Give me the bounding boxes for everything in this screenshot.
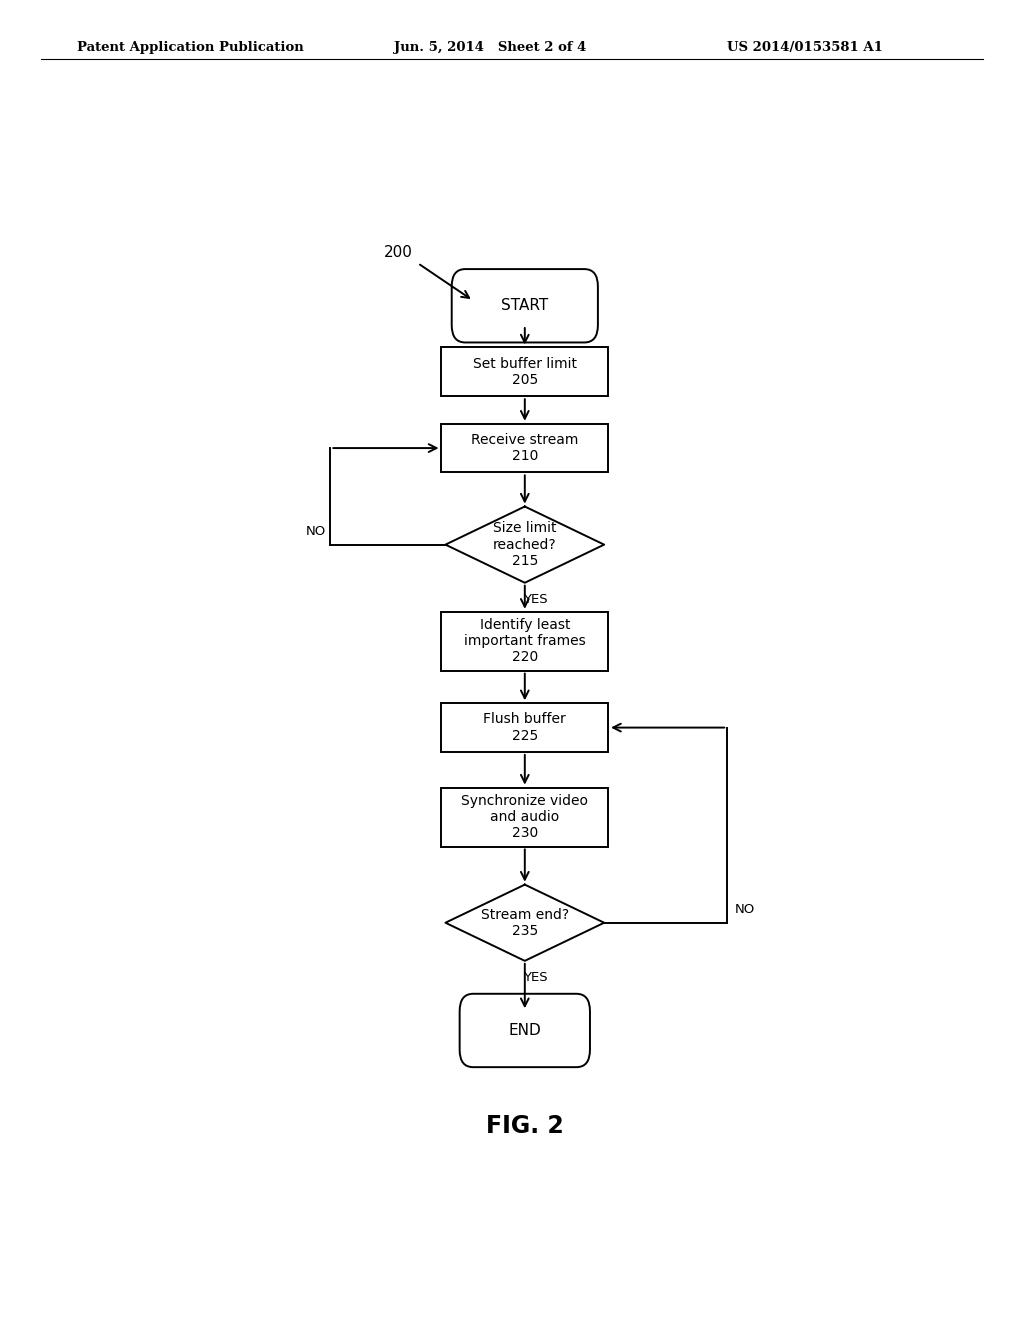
Bar	[441, 788, 608, 846]
Text: Patent Application Publication: Patent Application Publication	[77, 41, 303, 54]
Bar	[441, 347, 608, 396]
Polygon shape	[445, 884, 604, 961]
Text: Jun. 5, 2014   Sheet 2 of 4: Jun. 5, 2014 Sheet 2 of 4	[394, 41, 587, 54]
Text: YES: YES	[523, 970, 548, 983]
Text: NO: NO	[306, 525, 327, 539]
Text: 200: 200	[383, 246, 413, 260]
Text: Receive stream
210: Receive stream 210	[471, 433, 579, 463]
FancyBboxPatch shape	[460, 994, 590, 1067]
Text: Flush buffer
225: Flush buffer 225	[483, 713, 566, 743]
Text: Stream end?
235: Stream end? 235	[480, 908, 569, 937]
Bar	[441, 424, 608, 473]
Text: NO: NO	[734, 903, 755, 916]
Text: Identify least
important frames
220: Identify least important frames 220	[464, 618, 586, 664]
Bar	[441, 611, 608, 671]
Text: US 2014/0153581 A1: US 2014/0153581 A1	[727, 41, 883, 54]
Bar	[441, 704, 608, 752]
Text: Size limit
reached?
215: Size limit reached? 215	[493, 521, 557, 568]
Text: Synchronize video
and audio
230: Synchronize video and audio 230	[461, 793, 589, 841]
Text: END: END	[509, 1023, 541, 1038]
Text: YES: YES	[523, 593, 548, 606]
Text: Set buffer limit
205: Set buffer limit 205	[473, 356, 577, 387]
FancyBboxPatch shape	[452, 269, 598, 342]
Text: FIG. 2: FIG. 2	[486, 1114, 563, 1138]
Polygon shape	[445, 507, 604, 582]
Text: START: START	[501, 298, 549, 313]
